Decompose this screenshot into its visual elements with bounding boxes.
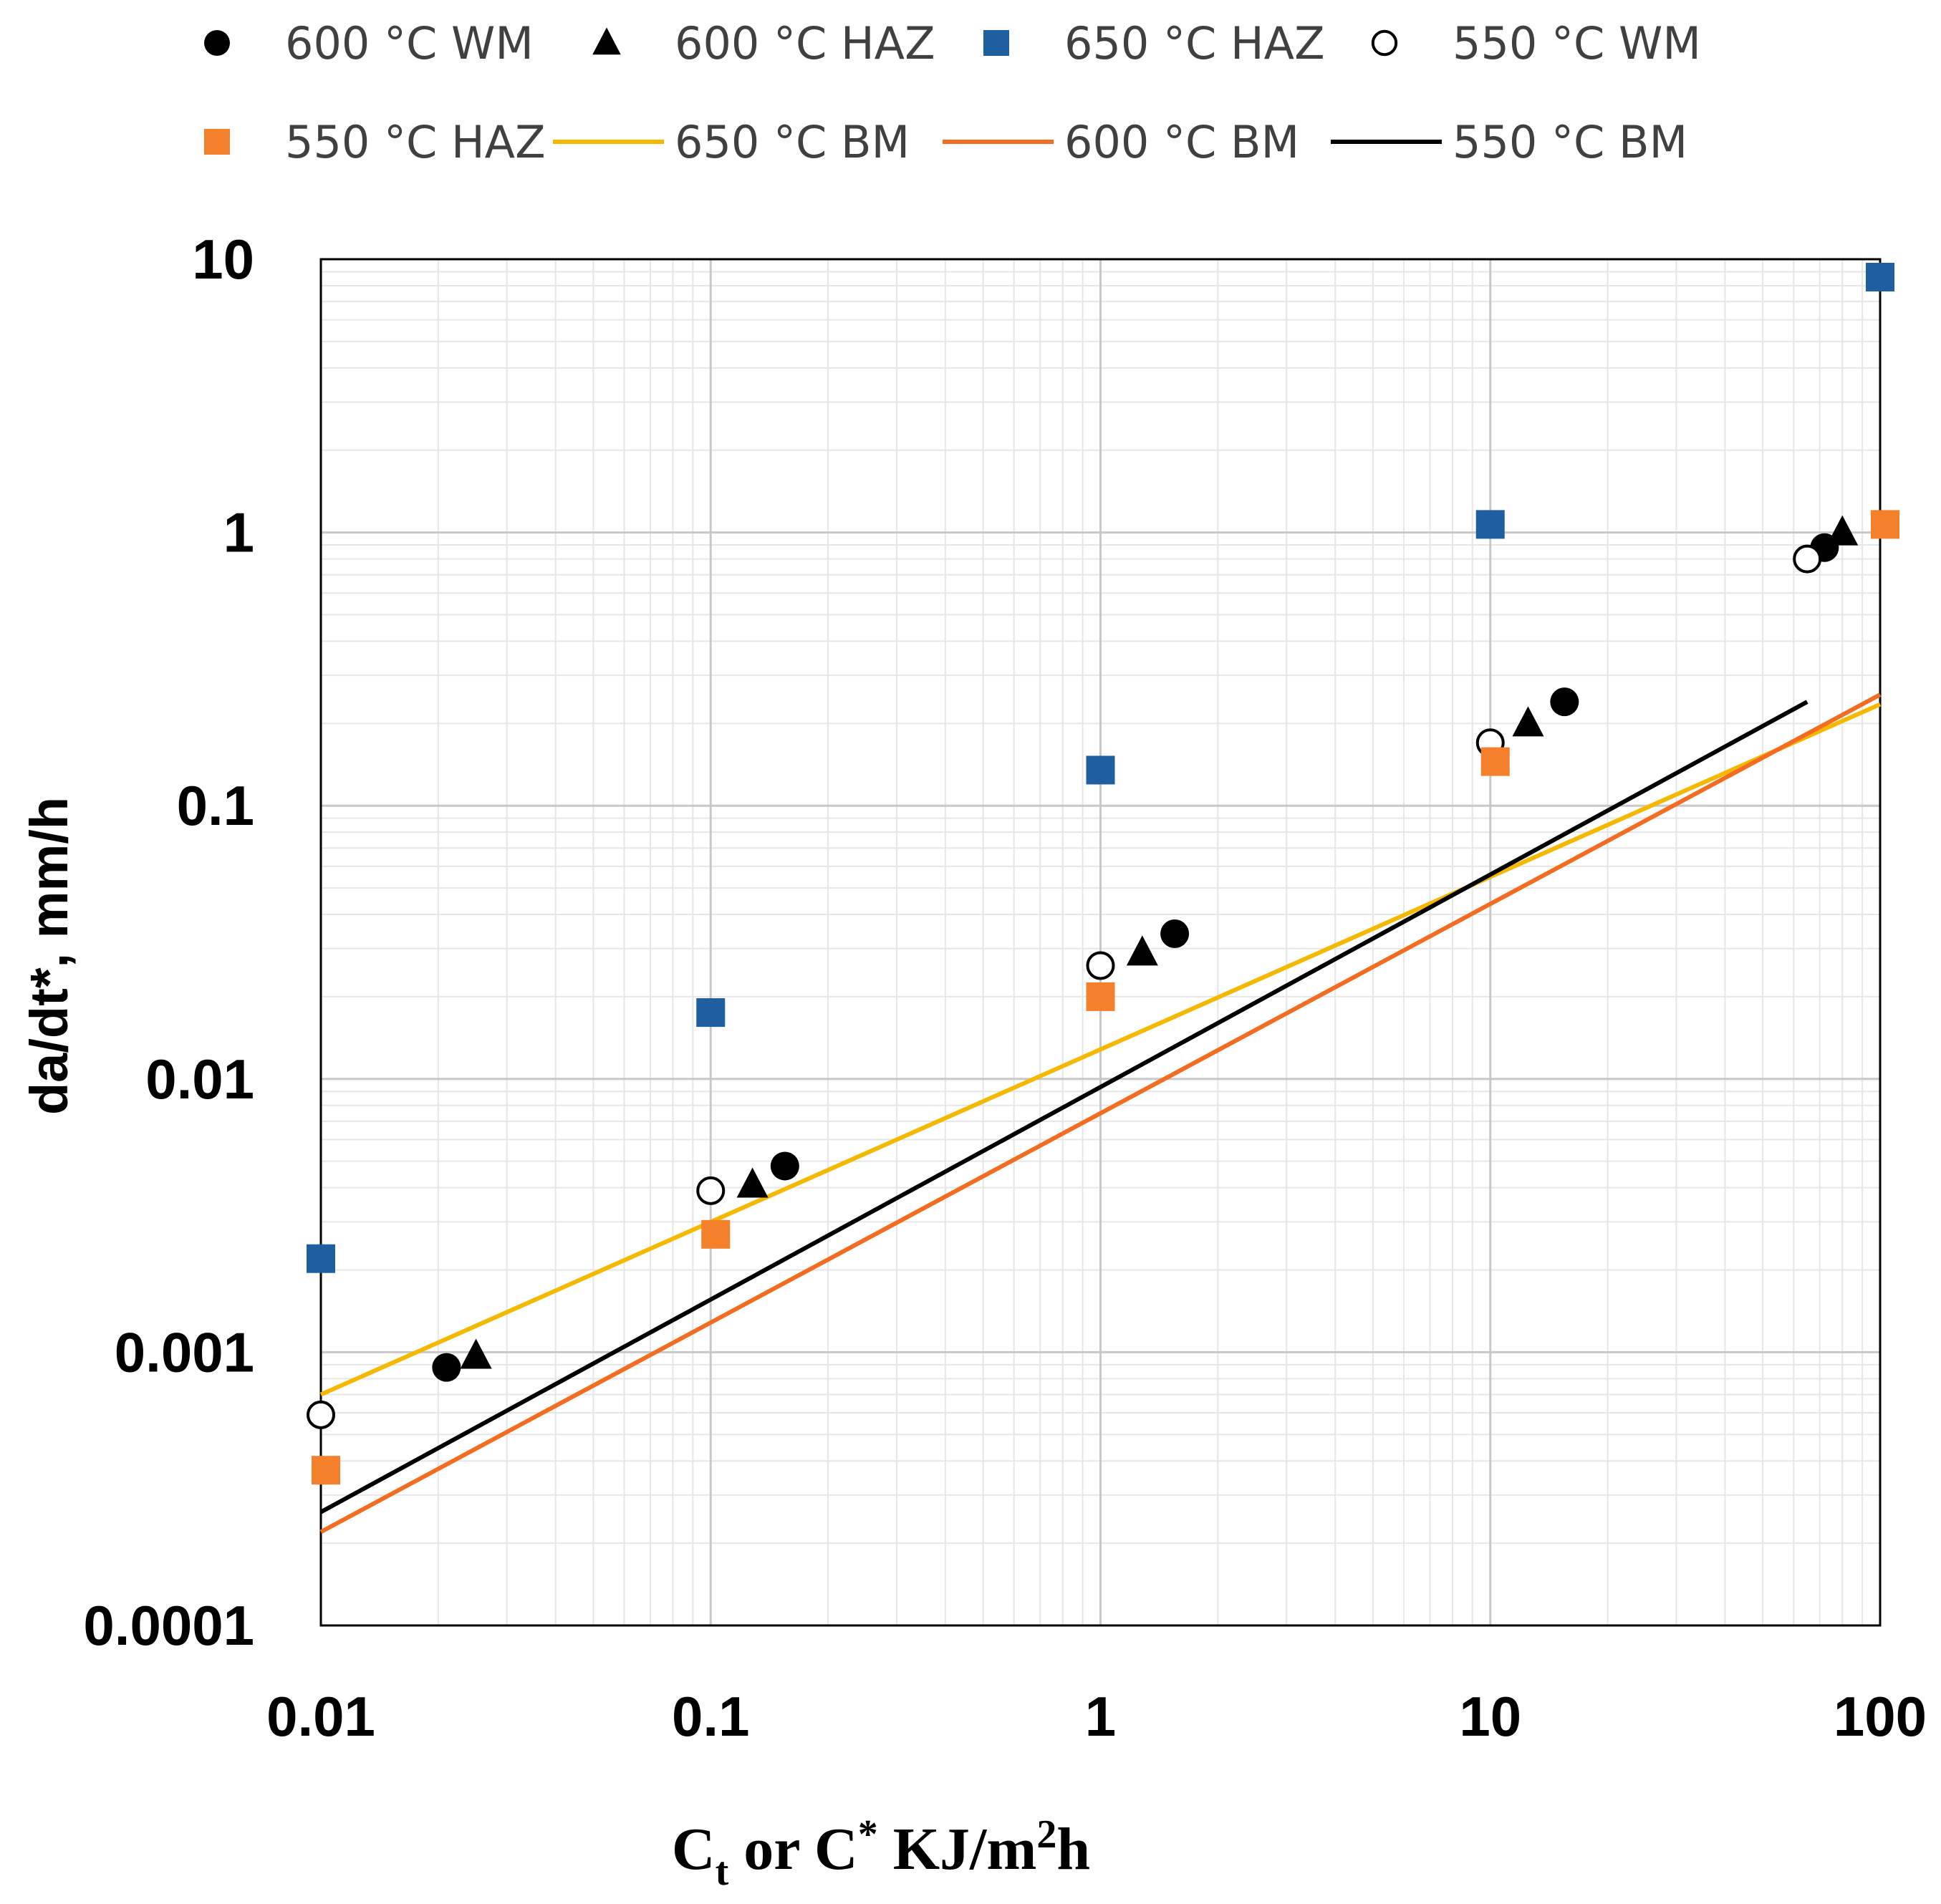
x-tick-label: 10 <box>1459 1685 1521 1748</box>
legend: 600 °C WM 600 °C HAZ 650 °C HAZ 550 °C WM 55… <box>204 17 1701 168</box>
y-tick-label: 1 <box>223 501 254 564</box>
y-axis-title: da/dt*, mm/h <box>19 797 79 1115</box>
x-title-unit: KJ/m <box>878 1816 1037 1883</box>
point-550-c-haz <box>1086 982 1115 1011</box>
legend-label-600-c-wm: 600 °C WM <box>285 17 534 69</box>
x-title-base: C <box>672 1816 716 1883</box>
point-600-c-wm <box>1550 687 1579 717</box>
y-tick-labels: 0.0001 0.001 0.01 0.1 1 10 <box>83 228 254 1657</box>
point-550-c-wm <box>307 1400 335 1429</box>
legend-swatch-550-c-wm <box>1371 29 1398 57</box>
y-tick-label: 0.01 <box>145 1048 254 1111</box>
series-line-600-c-bm <box>319 692 1882 1534</box>
x-title-sub: t <box>716 1850 729 1894</box>
x-title-sup2: 2 <box>1036 1812 1056 1857</box>
minor-gridlines <box>321 259 1880 1625</box>
x-axis-title: Ct or C* KJ/m2h <box>672 1812 1090 1894</box>
legend-label-550-c-wm: 550 °C WM <box>1453 17 1701 69</box>
point-600-c-wm <box>1160 919 1190 948</box>
point-600-c-haz <box>1126 935 1158 966</box>
x-tick-label: 100 <box>1834 1685 1927 1748</box>
legend-label-550-c-bm: 550 °C BM <box>1453 116 1687 168</box>
point-550-c-wm <box>696 1176 726 1205</box>
point-550-c-haz <box>1480 747 1510 776</box>
legend-label-550-c-haz: 550 °C HAZ <box>285 116 546 168</box>
legend-swatch-550-c-haz <box>204 129 230 155</box>
x-tick-label: 0.01 <box>266 1685 375 1748</box>
plot-area-frame <box>319 258 1882 1627</box>
point-650-c-haz <box>1475 510 1505 539</box>
point-550-c-haz <box>701 1219 731 1249</box>
series-lines <box>319 692 1882 1534</box>
point-600-c-haz <box>1826 515 1859 546</box>
point-600-c-wm <box>770 1151 799 1181</box>
legend-swatch-650-c-haz <box>983 30 1009 56</box>
point-650-c-haz <box>696 998 726 1028</box>
legend-swatch-600-c-wm <box>204 30 230 56</box>
series-markers <box>307 262 1899 1485</box>
legend-label-650-c-haz: 650 °C HAZ <box>1064 17 1325 69</box>
point-600-c-wm <box>432 1353 461 1382</box>
y-tick-label: 10 <box>192 228 254 291</box>
legend-swatch-600-c-haz <box>592 27 621 55</box>
point-650-c-haz <box>307 1244 335 1273</box>
x-tick-label: 0.1 <box>672 1685 749 1748</box>
series-line-650-c-bm <box>319 702 1882 1397</box>
y-tick-label: 0.1 <box>177 774 254 837</box>
x-tick-label: 1 <box>1085 1685 1116 1748</box>
point-600-c-haz <box>736 1167 769 1198</box>
x-tick-labels: 0.01 0.1 1 10 100 <box>266 1685 1927 1748</box>
point-650-c-haz <box>1866 262 1894 291</box>
point-550-c-wm <box>1086 951 1115 980</box>
point-550-c-haz <box>311 1456 340 1485</box>
y-tick-label: 0.0001 <box>83 1594 254 1657</box>
point-600-c-haz <box>1512 706 1544 737</box>
x-title-sup1: * <box>858 1812 878 1857</box>
legend-label-600-c-haz: 600 °C HAZ <box>675 17 935 69</box>
series-line-550-c-bm <box>319 700 1808 1514</box>
legend-label-650-c-bm: 650 °C BM <box>675 116 910 168</box>
x-title-mid: or C <box>728 1816 857 1883</box>
major-gridlines <box>319 258 1882 1627</box>
legend-label-600-c-bm: 600 °C BM <box>1064 116 1299 168</box>
point-600-c-haz <box>460 1338 492 1369</box>
x-title-end: h <box>1056 1816 1090 1883</box>
point-650-c-haz <box>1086 755 1115 785</box>
y-tick-label: 0.001 <box>115 1320 254 1383</box>
point-550-c-wm <box>1793 544 1822 574</box>
point-550-c-haz <box>1870 510 1899 539</box>
